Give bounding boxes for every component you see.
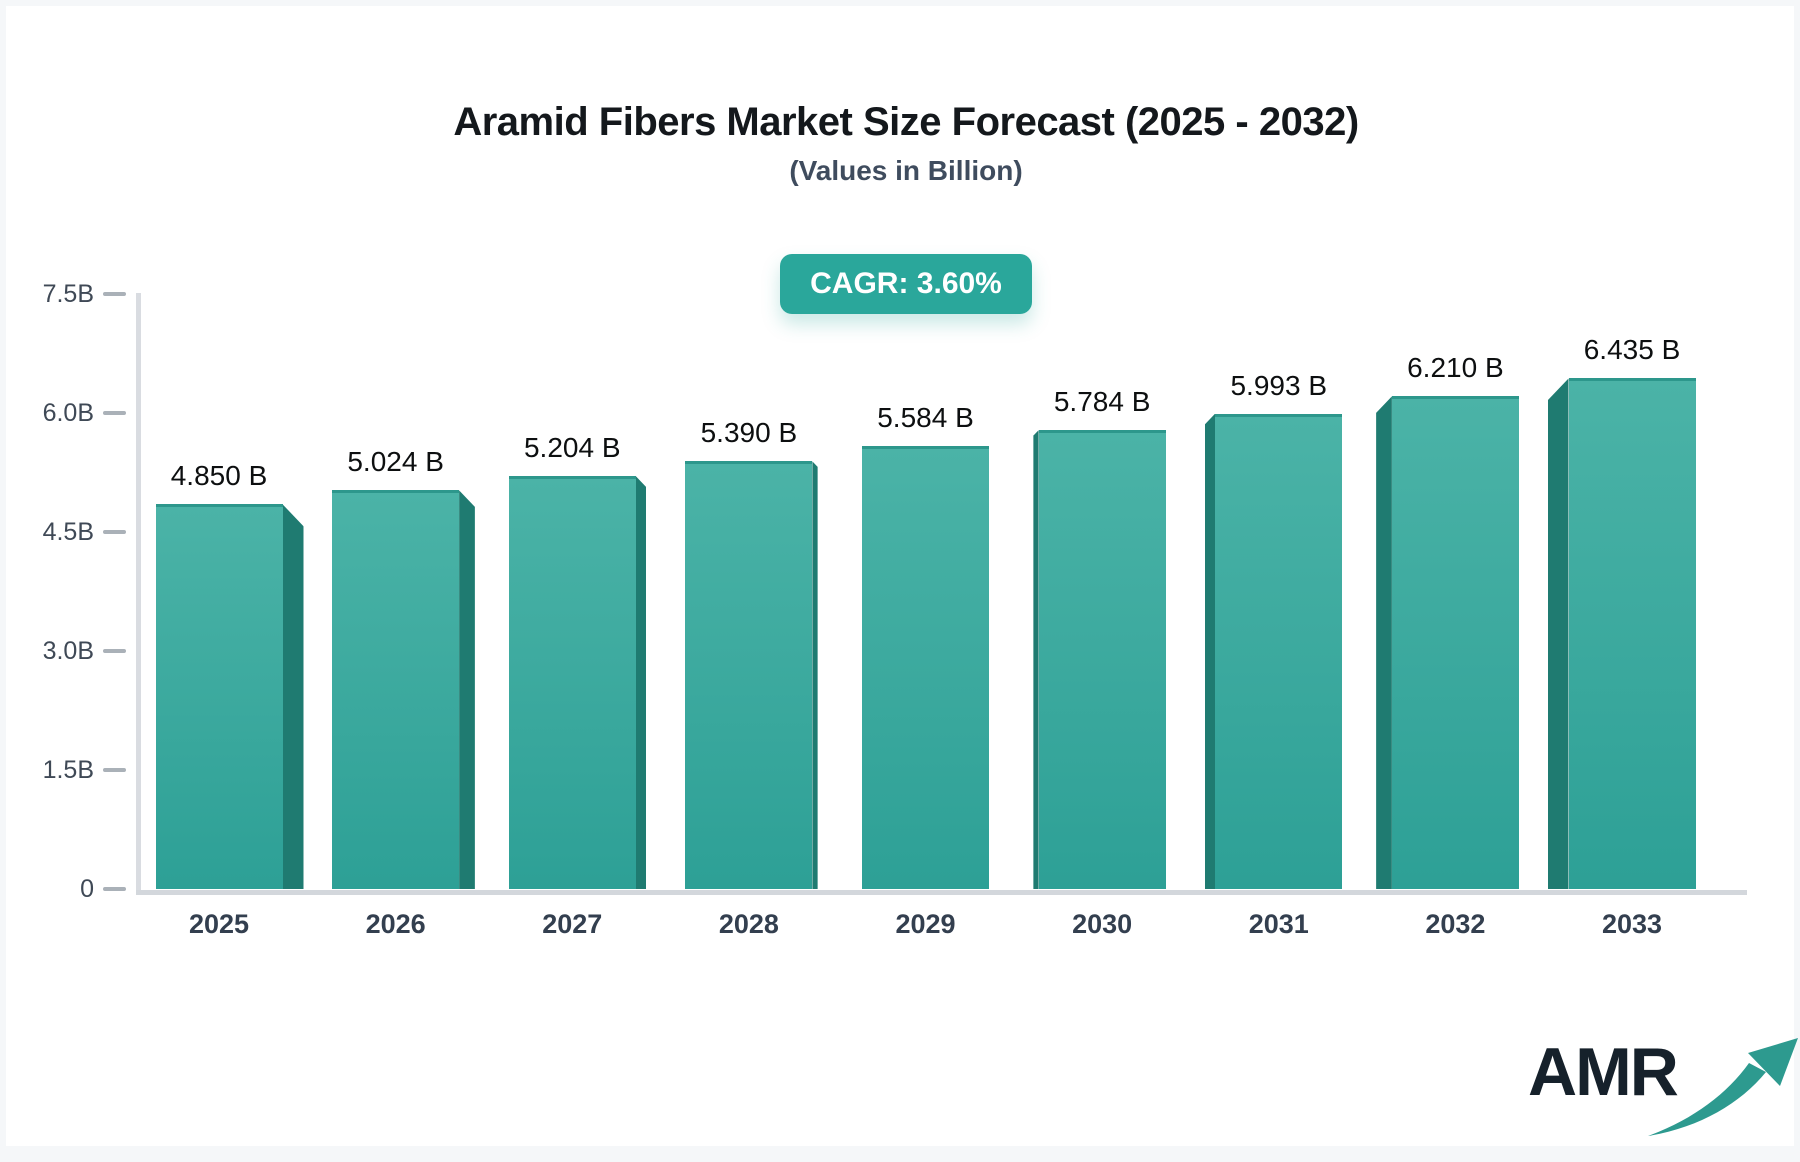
bar-value-label-2027: 5.204 B [523, 432, 621, 464]
bar-2025 [155, 504, 283, 889]
y-tick-label: 0 [80, 875, 94, 903]
bar-value-label-2029: 5.584 B [877, 402, 974, 433]
bar-value-label-2030: 5.784 B [1053, 386, 1151, 418]
x-axis-label-2025: 2025 [188, 909, 250, 939]
bar-chart-plot-area: 7.5B 6.0B 4.5B 3.0B 1.5B 0 4.850 B 2025 5.024 B 2… [6, 6, 1800, 1162]
y-tick-mark [103, 530, 126, 534]
x-axis-label-2032: 2032 [1425, 909, 1486, 939]
x-axis-label-2026: 2026 [365, 909, 426, 939]
x-axis-label-2029: 2029 [895, 909, 956, 939]
bar-side-2028 [812, 461, 818, 889]
x-axis-line [136, 890, 1747, 895]
y-tick-mark [103, 649, 126, 653]
y-tick-label: 6.0B [42, 399, 94, 427]
chart-header: Aramid Fibers Market Size Forecast (2025… [26, 6, 1786, 314]
amr-logo-text: AMR [1528, 1034, 1679, 1110]
bar-2033 [1568, 378, 1696, 889]
bar-value-label-2033: 6.435 B [1583, 334, 1681, 366]
bar-value-label-2028: 5.390 B [700, 417, 798, 449]
chart-title: Aramid Fibers Market Size Forecast (2025… [453, 100, 1359, 144]
bar-2030 [1038, 430, 1166, 889]
y-tick-label: 1.5B [42, 756, 94, 784]
bar-side-2032 [1376, 396, 1392, 889]
x-axis-label-2033: 2033 [1601, 909, 1663, 939]
y-tick-mark [103, 292, 126, 296]
bar-2028 [685, 461, 813, 889]
bar-side-2031 [1204, 413, 1216, 889]
y-tick-mark [103, 411, 126, 415]
bar-value-label-2032: 6.210 B [1407, 352, 1504, 384]
bar-side-2030 [1033, 430, 1039, 889]
bar-2031 [1215, 413, 1343, 889]
bar-side-2026 [459, 490, 475, 889]
bar-side-2027 [635, 476, 647, 889]
chart-subtitle: (Values in Billion) [789, 155, 1023, 186]
y-tick-mark [103, 887, 126, 891]
bar-2029 [862, 446, 989, 889]
y-tick-label: 4.5B [42, 518, 94, 546]
bar-2027 [508, 476, 636, 889]
x-axis-label-2030: 2030 [1072, 909, 1133, 939]
chart-card: Aramid Fibers Market Size Forecast (2025… [6, 6, 1798, 1146]
x-axis-label-2031: 2031 [1248, 909, 1309, 939]
y-tick-label: 3.0B [42, 637, 94, 665]
bar-2032 [1391, 396, 1519, 889]
bar-side-2033 [1547, 378, 1569, 889]
y-axis-line [136, 293, 141, 890]
bar-2026 [332, 490, 460, 889]
bar-value-label-2031: 5.993 B [1230, 369, 1328, 401]
bar-value-label-2026: 5.024 B [347, 446, 444, 478]
y-tick-mark [103, 768, 126, 772]
y-tick-label: 7.5B [42, 280, 94, 308]
bar-side-2025 [282, 504, 304, 889]
x-axis-label-2027: 2027 [542, 909, 603, 939]
x-axis-label-2028: 2028 [718, 909, 779, 939]
bar-value-label-2025: 4.850 B [170, 460, 268, 492]
amr-logo: AMR [1528, 1034, 1798, 1150]
trend-up-arrow-icon [1648, 1038, 1798, 1136]
cagr-badge: CAGR: 3.60% [780, 254, 1032, 314]
